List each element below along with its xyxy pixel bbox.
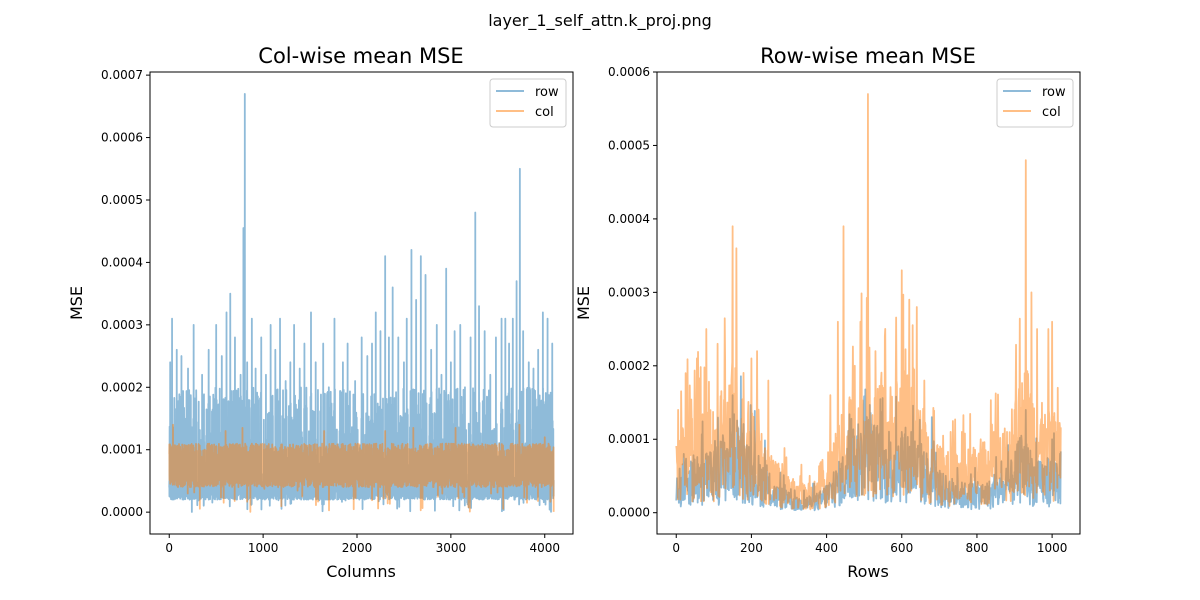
col-wise-yticks: 0.0000 0.0001 0.0002 0.0003 0.0004 0.0005 0.00… (101, 68, 150, 519)
col-wise-xtick-label: 2000 (342, 541, 373, 555)
row-wise-xtick-label: 1000 (1037, 541, 1068, 555)
row-wise-axes-frame (656, 71, 1081, 535)
col-wise-xtick-label: 3000 (436, 541, 467, 555)
col-wise-ytick-label: 0.0007 (101, 68, 143, 82)
row-wise-ytick-label: 0.0003 (608, 285, 650, 299)
row-wise-xticks: 0 200 400 600 800 1000 (672, 534, 1067, 555)
row-wise-legend-row-label: row (1042, 85, 1066, 100)
col-wise-ytick-label: 0.0006 (101, 131, 143, 145)
col-wise-ytick-label: 0.0003 (101, 318, 143, 332)
row-wise-xtick-label: 200 (740, 541, 763, 555)
col-wise-ylabel: MSE (67, 286, 86, 320)
col-wise-ytick-label: 0.0005 (101, 193, 143, 207)
row-wise-ytick-label: 0.0002 (608, 359, 650, 373)
col-wise-ytick-label: 0.0002 (101, 380, 143, 394)
col-wise-xlabel: Columns (326, 562, 396, 581)
row-wise-ytick-label: 0.0000 (608, 506, 650, 520)
row-wise-ytick-label: 0.0001 (608, 432, 650, 446)
row-wise-series-col (675, 93, 1062, 511)
row-wise-xtick-label: 800 (965, 541, 988, 555)
col-wise-legend-col-label: col (535, 105, 554, 120)
col-wise-xticks: 0 1000 2000 3000 4000 (165, 534, 560, 555)
row-wise-series-layer (675, 93, 1062, 512)
row-wise-panel: Row-wise mean MSE 0 200 400 600 800 1000 0.00… (574, 44, 1081, 581)
col-wise-panel: Col-wise mean MSE 0 1000 2000 3000 4000 0.00… (67, 44, 574, 581)
col-wise-xtick-label: 4000 (529, 541, 560, 555)
col-wise-ytick-label: 0.0001 (101, 443, 143, 457)
row-wise-ytick-label: 0.0005 (608, 138, 650, 152)
row-wise-legend: row col (996, 78, 1074, 128)
row-wise-yticks: 0.0000 0.0001 0.0002 0.0003 0.0004 0.0005 0.00… (608, 65, 657, 520)
col-wise-ytick-label: 0.0004 (101, 255, 143, 269)
col-wise-series-col (168, 423, 555, 513)
col-wise-xtick-label: 1000 (248, 541, 279, 555)
col-wise-legend-row-label: row (535, 85, 559, 100)
row-wise-xtick-label: 600 (890, 541, 913, 555)
row-wise-xtick-label: 0 (672, 541, 680, 555)
col-wise-title: Col-wise mean MSE (258, 44, 463, 68)
row-wise-ytick-label: 0.0006 (608, 65, 650, 79)
row-wise-xtick-label: 400 (815, 541, 838, 555)
row-wise-title: Row-wise mean MSE (760, 44, 976, 68)
col-wise-legend: row col (489, 78, 567, 128)
col-wise-xtick-label: 0 (165, 541, 173, 555)
col-wise-axes-frame (149, 71, 574, 535)
row-wise-xlabel: Rows (847, 562, 889, 581)
figure-suptitle: layer_1_self_attn.k_proj.png (488, 11, 712, 31)
row-wise-ylabel: MSE (574, 286, 593, 320)
row-wise-ytick-label: 0.0004 (608, 212, 650, 226)
col-wise-series-layer (168, 92, 555, 513)
col-wise-ytick-label: 0.0000 (101, 505, 143, 519)
row-wise-legend-col-label: col (1042, 105, 1061, 120)
